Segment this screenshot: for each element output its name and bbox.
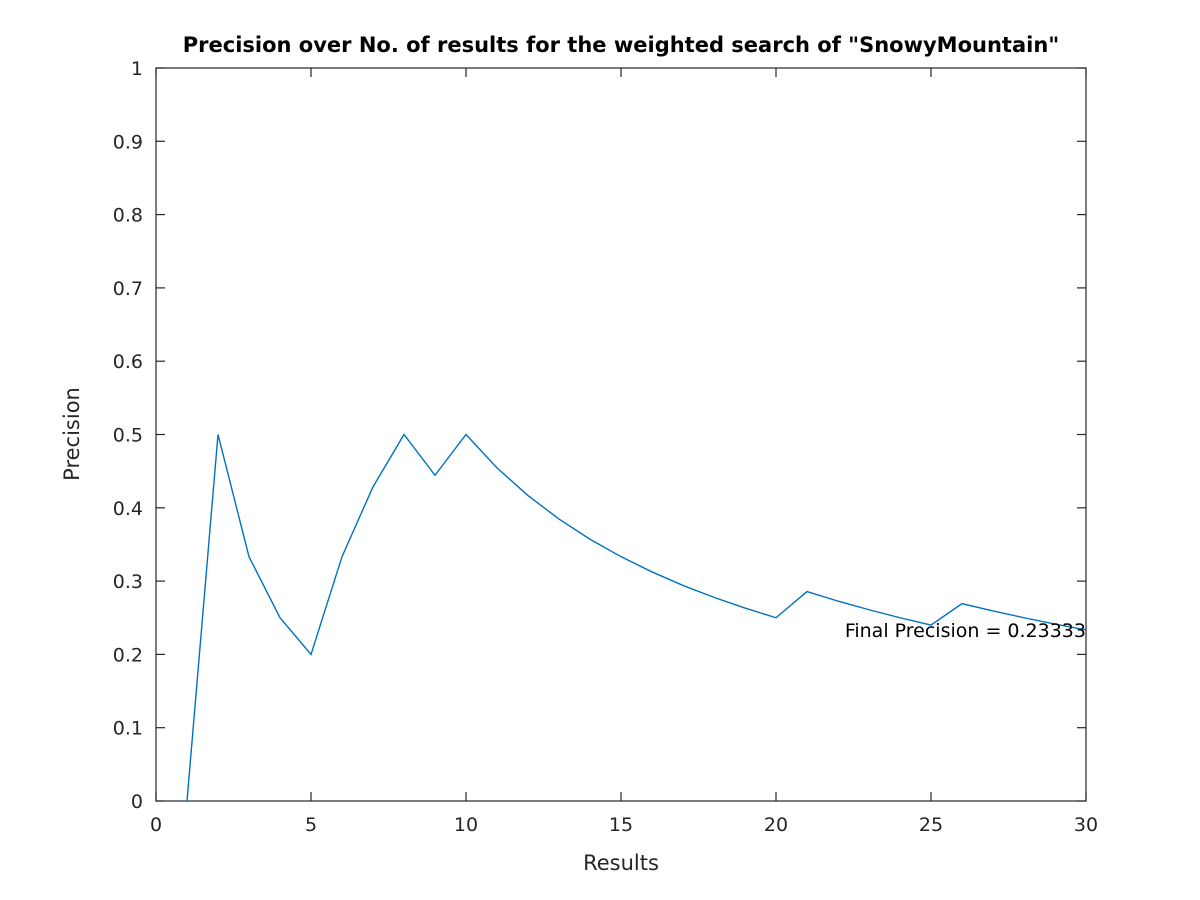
y-tick-label: 0.1 bbox=[113, 718, 143, 740]
y-tick-label: 0.5 bbox=[113, 425, 143, 447]
x-tick-label: 25 bbox=[919, 814, 943, 836]
y-tick-label: 0 bbox=[131, 791, 143, 813]
x-tick-label: 10 bbox=[454, 814, 478, 836]
precision-series-line bbox=[186, 433, 1087, 802]
y-tick-label: 0.2 bbox=[113, 644, 143, 666]
x-tick-label: 20 bbox=[764, 814, 788, 836]
x-axis-label: Results bbox=[583, 851, 659, 875]
y-tick-label: 0.7 bbox=[113, 278, 143, 300]
plot-axes bbox=[155, 67, 1087, 802]
chart-title: Precision over No. of results for the we… bbox=[183, 33, 1059, 57]
y-tick-label: 0.3 bbox=[113, 571, 143, 593]
x-tick-label: 15 bbox=[609, 814, 633, 836]
y-tick-label: 0.8 bbox=[113, 205, 143, 227]
y-tick-label: 0.6 bbox=[113, 351, 143, 373]
x-tick-label: 30 bbox=[1074, 814, 1098, 836]
y-tick-label: 0.4 bbox=[113, 498, 143, 520]
y-tick-label: 0.9 bbox=[113, 131, 143, 153]
x-tick-label: 5 bbox=[305, 814, 317, 836]
x-tick-label: 0 bbox=[150, 814, 162, 836]
plot-area-box bbox=[155, 67, 1087, 802]
final-precision-annotation: Final Precision = 0.23333 bbox=[845, 620, 1086, 642]
axis-ticks: 0 5 10 15 20 25 30 0 0.1 0.2 0.3 0.4 0.5 0.6 0.7 0.8 0.9… bbox=[113, 58, 1098, 836]
y-axis-label: Precision bbox=[60, 387, 84, 481]
y-tick-label: 1 bbox=[131, 58, 143, 80]
